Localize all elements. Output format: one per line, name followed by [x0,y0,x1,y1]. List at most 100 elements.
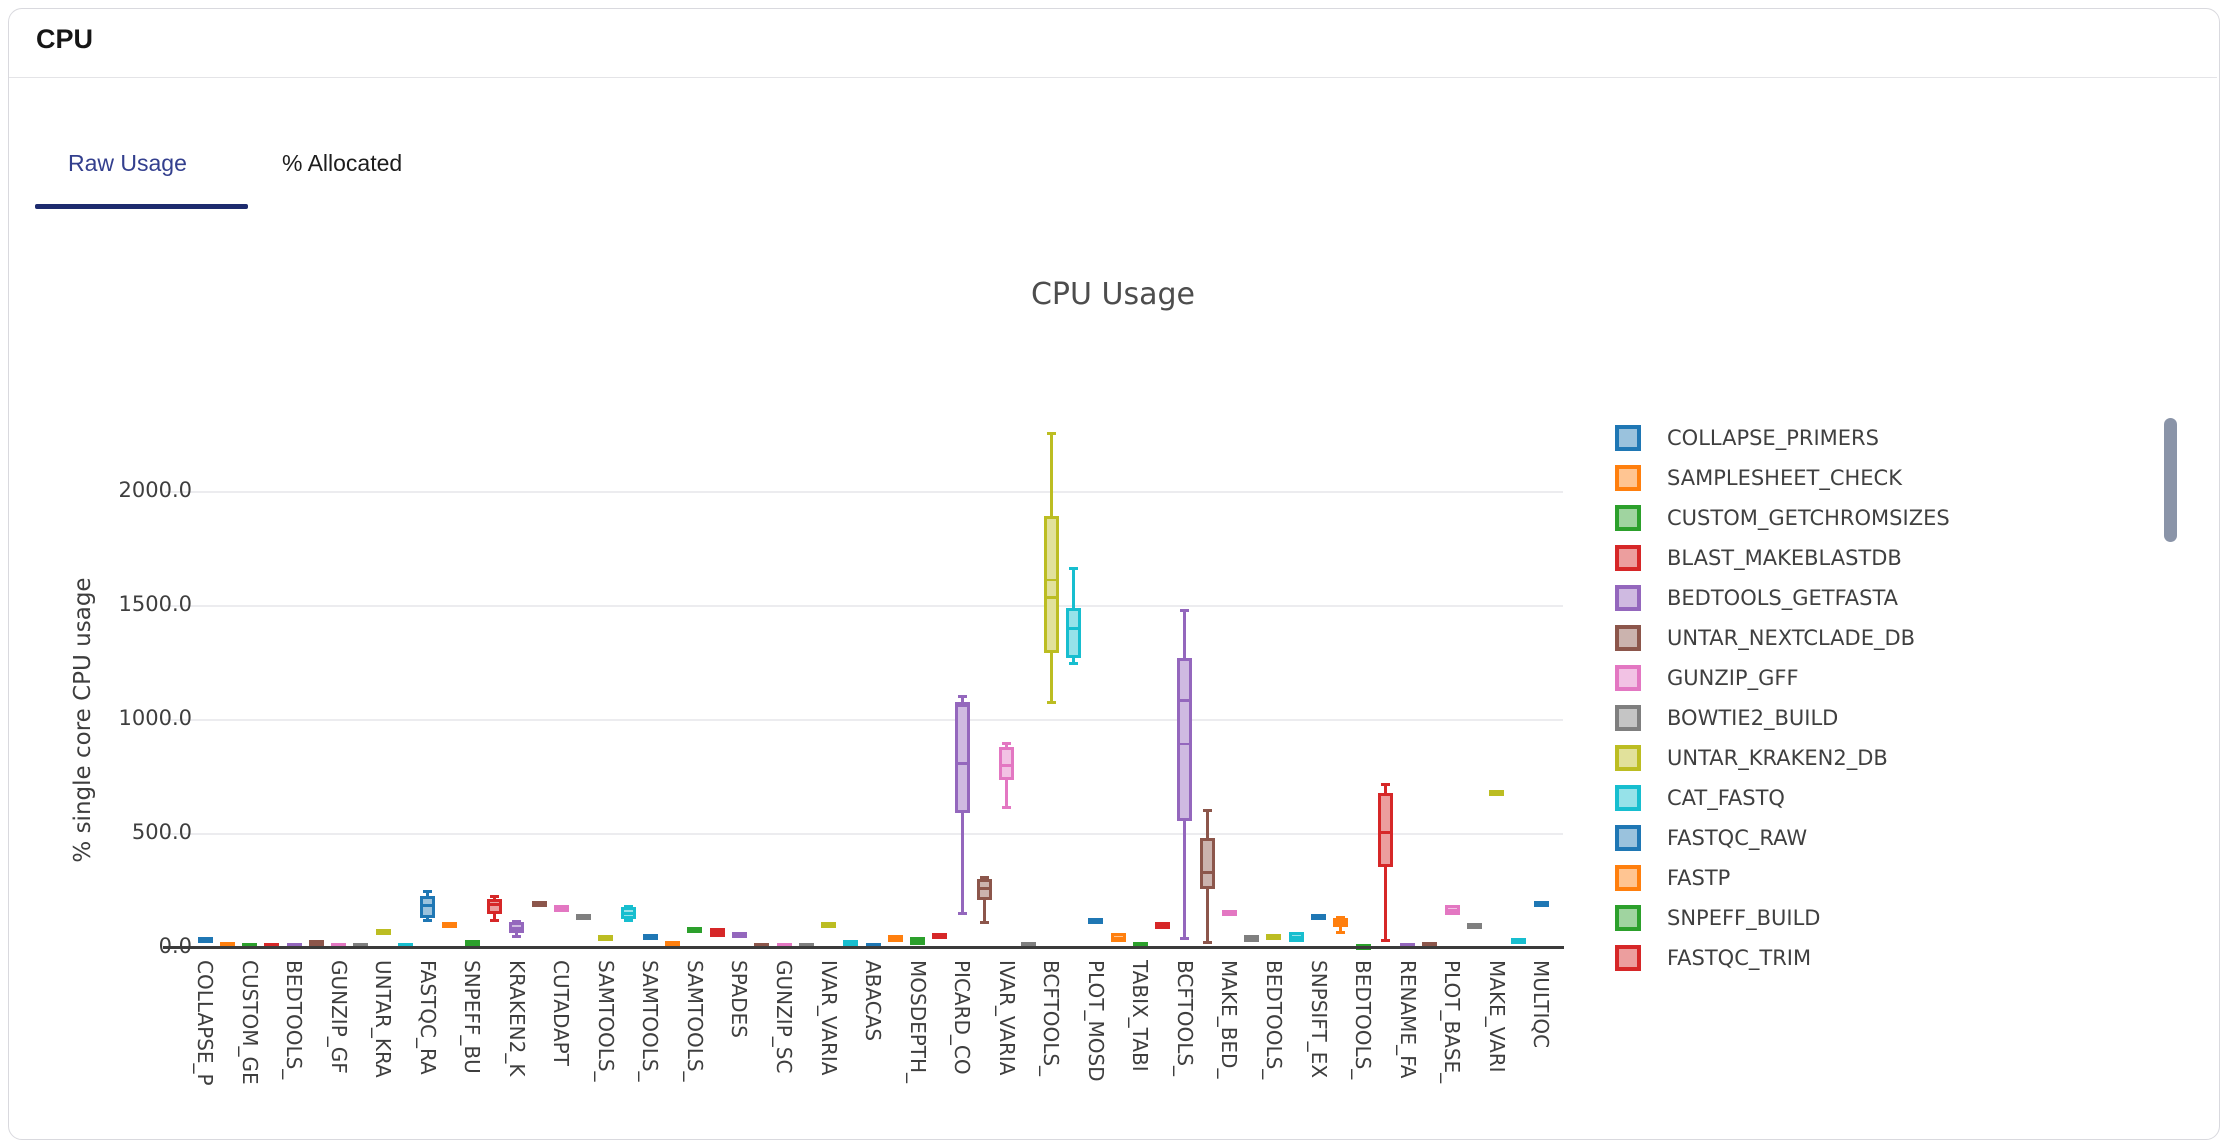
legend-label: COLLAPSE_PRIMERS [1667,426,1879,450]
whisker-cap [512,920,522,924]
x-tick-label: PICARD_CO [950,960,975,1075]
median-line [1157,924,1169,928]
whisker-cap [1002,742,1012,746]
legend-swatch [1615,425,1641,451]
median-line [489,902,500,906]
whisker-cap [1069,661,1079,665]
y-tick-label: 1000.0 [118,705,192,730]
median-line [689,928,701,932]
legend-label: BOWTIE2_BUILD [1667,706,1839,730]
median-line [1246,935,1258,939]
x-tick-label: GUNZIP_SC [772,960,797,1074]
x-tick-label: MULTIQC [1529,960,1554,1049]
mean-line [957,705,967,708]
whisker-cap [1336,915,1346,919]
whisker-cap [957,912,967,916]
legend-label: SNPEFF_BUILD [1667,906,1821,930]
median-line [1513,939,1525,943]
median-line [1023,943,1035,947]
x-tick-label: COLLAPSE_P [193,960,217,1086]
median-line [1134,943,1146,947]
mean-line [1046,579,1056,582]
median-line [1090,919,1102,923]
median-line [1535,902,1547,906]
x-tick-label: IVAR_VARIA [816,960,841,1076]
whisker-cap [512,935,522,939]
median-line [533,902,545,906]
whisker-cap [979,875,989,879]
median-line [355,944,367,948]
x-tick-label: SAMTOOLS_ [593,960,618,1082]
median-line [823,923,835,926]
median-line [444,923,456,927]
x-axis-line [163,946,1564,949]
whisker-cap [1180,936,1190,940]
median-line [399,944,411,948]
x-tick-label: MOSDEPTH_ [905,960,930,1084]
median-line [578,915,590,919]
x-tick-label: BEDTOOLS_ [1351,960,1376,1080]
median-line [511,926,523,930]
whisker-cap [1202,940,1212,944]
x-tick-label: SAMTOOLS_ [638,960,663,1082]
median-line [1313,915,1324,919]
median-line [600,935,612,939]
median-line [310,941,322,945]
median-line [889,937,901,941]
median-line [667,941,679,945]
box [487,898,502,914]
chart-title: CPU Usage [1030,277,1195,312]
box [999,746,1015,781]
whisker-cap [623,918,633,922]
median-line [1112,936,1124,940]
legend-label: SAMPLESHEET_CHECK [1667,466,1902,490]
y-tick-label: 500.0 [131,819,192,844]
x-tick-label: SNPSIFT_EX [1306,960,1331,1079]
whisker-cap [1180,608,1190,612]
whisker-cap [1046,700,1056,704]
x-tick-label: TABIX_TABI [1128,960,1153,1072]
legend-label: FASTP [1667,866,1731,890]
legend-swatch [1615,825,1641,851]
x-tick-label: CUTADAPT [549,960,574,1066]
box [1377,793,1393,868]
box [954,702,970,813]
card-divider [9,77,2217,78]
whisker-cap [957,694,967,698]
legend-label: FASTQC_TRIM [1667,946,1812,970]
median-line [1045,595,1057,599]
legend-swatch [1615,545,1641,571]
legend-swatch [1615,625,1641,651]
legend-label: UNTAR_KRAKEN2_DB [1667,746,1888,770]
whisker-cap [490,918,499,922]
median-line [199,938,211,942]
legend-label: BLAST_MAKEBLASTDB [1667,546,1902,570]
tab-raw-usage[interactable]: Raw Usage [68,150,187,176]
x-tick-label: GUNZIP_GF [326,960,351,1074]
active-tab-underline [35,204,248,209]
median-line [912,939,924,943]
whisker-cap [423,919,433,923]
y-tick-label: 2000.0 [118,478,192,503]
median-line [555,907,567,911]
whisker-cap [1380,783,1390,787]
legend-swatch [1615,785,1641,811]
median-line [733,933,745,937]
legend-swatch [1615,905,1641,931]
legend-label: FASTQC_RAW [1667,826,1808,850]
median-line [1424,943,1436,947]
tab-percent-allocated[interactable]: % Allocated [282,150,403,176]
median-line [1268,935,1280,939]
x-tick-label: BCFTOOLS_ [1172,960,1197,1077]
box [976,879,992,901]
median-line [644,935,656,939]
x-tick-label: ABACAS [861,960,886,1042]
legend-swatch [1615,665,1641,691]
scrollbar-thumb[interactable] [2164,418,2177,542]
legend-swatch [1615,585,1641,611]
median-line [867,944,879,948]
x-tick-label: CUSTOM_GE [237,960,262,1085]
median-line [978,886,990,890]
x-tick-label: MAKE_VARI [1484,960,1509,1073]
median-line [1290,935,1302,939]
